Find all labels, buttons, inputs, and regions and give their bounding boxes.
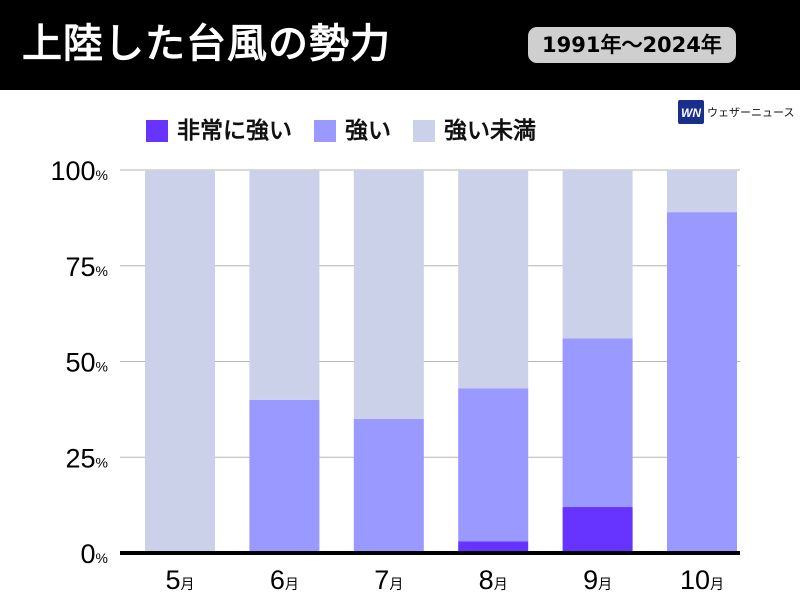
y-tick-label: 0% — [81, 539, 108, 569]
x-tick-label: 5月 — [165, 565, 194, 595]
x-tick-label: 9月 — [583, 565, 612, 595]
bar-segment-below-strong — [145, 170, 215, 553]
legend-swatch-strong — [314, 120, 336, 142]
legend-swatch-very-strong — [146, 120, 168, 142]
bar-segment-very-strong — [458, 541, 529, 553]
bar-segment-strong — [667, 212, 737, 553]
legend-item-very-strong: 非常に強い — [146, 116, 292, 146]
bar-segment-strong — [249, 399, 320, 553]
y-tick-label: 75% — [66, 252, 109, 282]
bar-segment-very-strong — [562, 507, 633, 553]
bar-segment-below-strong — [667, 170, 737, 213]
legend-label-below-strong: 強い未満 — [444, 118, 536, 144]
y-tick-label: 50% — [66, 348, 109, 378]
bar-segment-below-strong — [458, 170, 529, 389]
legend: 非常に強い 強い 強い未満 — [146, 116, 558, 146]
bars — [145, 170, 737, 553]
chart-title: 上陸した台風の勢力 — [22, 21, 391, 67]
y-tick-label: 100% — [50, 156, 108, 186]
svg-text:WN: WN — [681, 106, 701, 120]
legend-swatch-below-strong — [413, 120, 435, 142]
weathernews-logo-icon: WN — [678, 100, 704, 124]
legend-item-below-strong: 強い未満 — [413, 116, 536, 146]
header-bar: 上陸した台風の勢力 1991年〜2024年 — [0, 0, 800, 90]
x-axis-ticks: 5月 6月 7月 8月 9月 10月 — [165, 565, 724, 595]
bar-segment-below-strong — [353, 170, 424, 419]
bar-segment-below-strong — [249, 170, 320, 400]
bar-segment-strong — [353, 418, 424, 553]
brand-name: ウェザーニュース — [707, 106, 795, 119]
y-axis-ticks: 0% 25% 50% 75% 100% — [50, 156, 108, 569]
legend-label-strong: 強い — [345, 118, 391, 144]
x-tick-label: 6月 — [270, 565, 299, 595]
period-badge: 1991年〜2024年 — [528, 27, 736, 63]
brand: WN ウェザーニュース — [678, 100, 794, 124]
legend-item-strong: 強い — [314, 116, 391, 146]
bar-segment-below-strong — [562, 170, 633, 339]
stacked-bar-chart: 0% 25% 50% 75% 100% 5月 6月 7月 8月 9月 10月 — [50, 156, 740, 595]
bar-segment-strong — [562, 338, 633, 508]
x-tick-label: 8月 — [479, 565, 508, 595]
x-tick-label: 7月 — [374, 565, 403, 595]
grid-lines — [120, 169, 740, 458]
y-tick-label: 25% — [66, 443, 109, 473]
x-tick-label: 10月 — [680, 565, 724, 595]
bar-segment-strong — [458, 388, 529, 542]
legend-label-very-strong: 非常に強い — [177, 118, 292, 144]
